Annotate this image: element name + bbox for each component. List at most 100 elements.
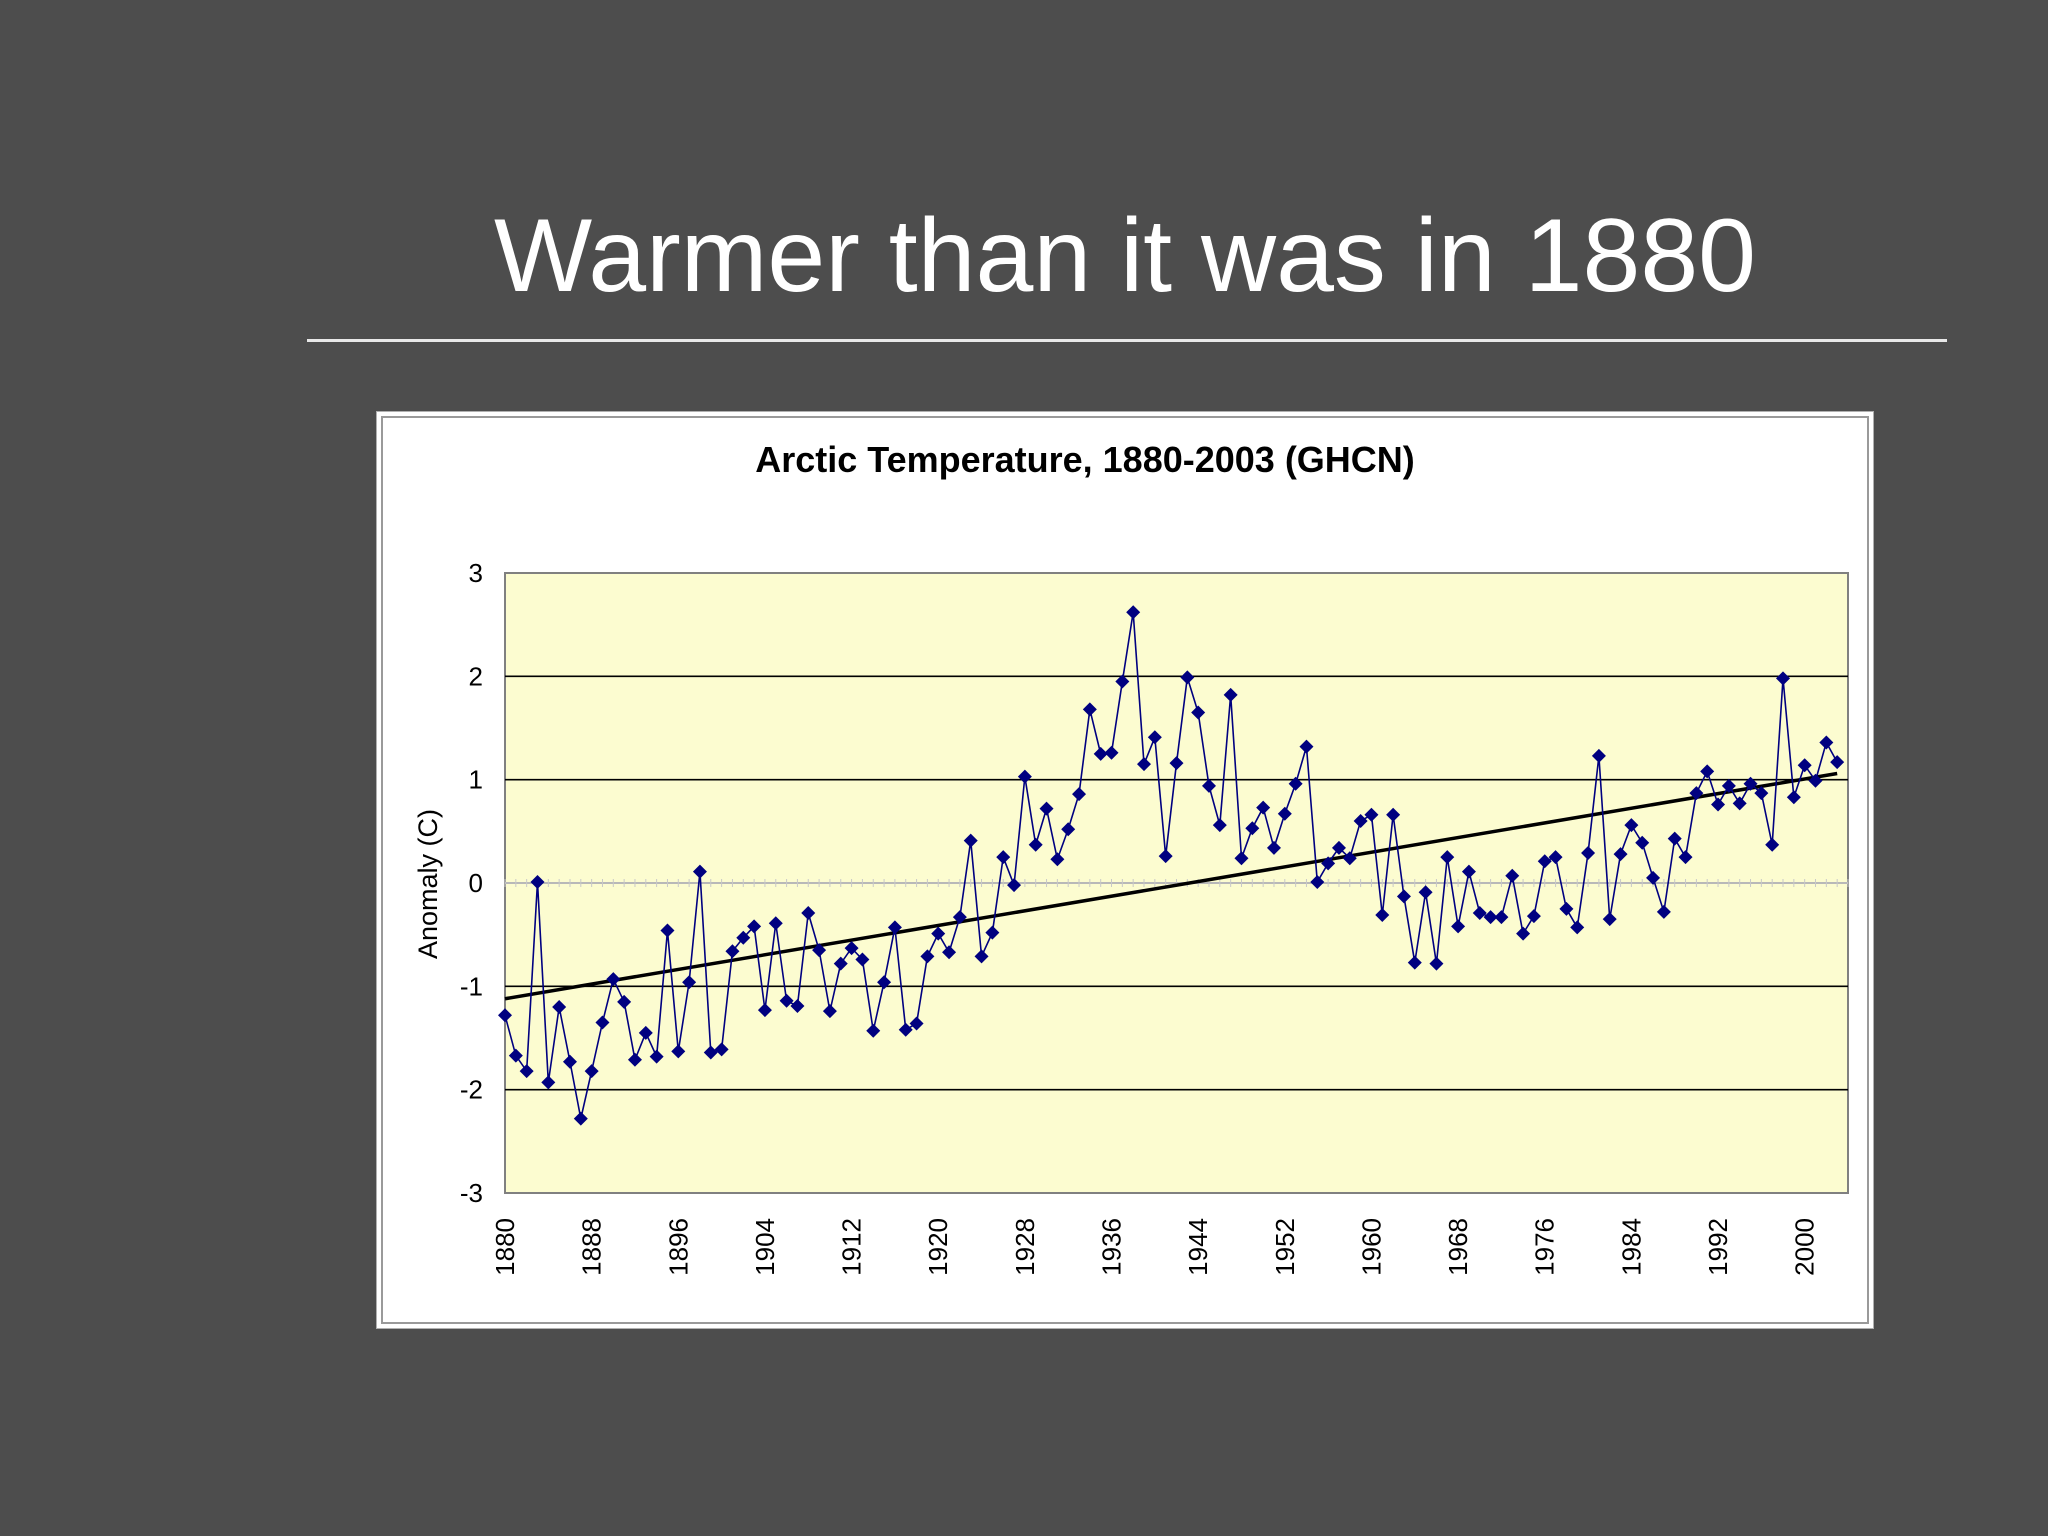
- data-point: [1082, 702, 1097, 717]
- data-point: [1537, 854, 1552, 869]
- x-tick-label: 1920: [923, 1218, 953, 1276]
- chart-title: Arctic Temperature, 1880-2003 (GHCN): [755, 439, 1415, 480]
- data-point: [1256, 800, 1271, 815]
- data-point: [1797, 758, 1812, 773]
- data-point: [1407, 955, 1422, 970]
- chart-frame: Arctic Temperature, 1880-2003 (GHCN) Ano…: [377, 412, 1873, 1328]
- data-point: [1570, 920, 1585, 935]
- data-point: [1548, 850, 1563, 865]
- data-point: [1321, 856, 1336, 871]
- data-point: [790, 998, 805, 1013]
- data-point: [1375, 908, 1390, 923]
- data-point: [660, 923, 675, 938]
- data-point: [1451, 919, 1466, 934]
- data-point: [736, 930, 751, 945]
- data-point: [508, 1048, 523, 1063]
- data-point: [1061, 822, 1076, 837]
- y-tick-label: 2: [469, 661, 483, 691]
- data-point: [1819, 735, 1834, 750]
- data-point: [963, 833, 978, 848]
- x-tick-label: 1960: [1356, 1218, 1386, 1276]
- data-point: [519, 1064, 534, 1079]
- x-tick-label: 1968: [1443, 1218, 1473, 1276]
- data-point: [747, 919, 762, 934]
- data-point: [1104, 745, 1119, 760]
- data-point: [996, 850, 1011, 865]
- data-point: [617, 994, 632, 1009]
- data-point: [1635, 835, 1650, 850]
- data-point: [584, 1064, 599, 1079]
- slide-title: Warmer than it was in 1880: [493, 198, 1756, 314]
- y-tick-label: 3: [469, 558, 483, 588]
- x-tick-label: 1952: [1270, 1218, 1300, 1276]
- data-point: [1277, 806, 1292, 821]
- data-point: [855, 952, 870, 967]
- x-tick-label: 1936: [1097, 1218, 1127, 1276]
- data-point: [1440, 850, 1455, 865]
- data-point: [1483, 910, 1498, 925]
- x-tick-label: 1976: [1530, 1218, 1560, 1276]
- data-point: [812, 943, 827, 958]
- x-tick-label: 1896: [663, 1218, 693, 1276]
- data-point: [649, 1049, 664, 1064]
- data-point: [1191, 705, 1206, 720]
- data-point: [573, 1111, 588, 1126]
- data-point: [1115, 674, 1130, 689]
- y-tick-label: -2: [460, 1075, 483, 1105]
- y-tick-label: 0: [469, 868, 483, 898]
- x-tick-label: 1912: [837, 1218, 867, 1276]
- data-point: [1331, 840, 1346, 855]
- data-point: [1169, 756, 1184, 771]
- data-point: [1093, 746, 1108, 761]
- data-point: [1711, 797, 1726, 812]
- chart-border: [381, 416, 1869, 1324]
- data-point: [822, 1004, 837, 1019]
- data-point: [1137, 757, 1152, 772]
- data-point: [1765, 837, 1780, 852]
- data-point: [1505, 868, 1520, 883]
- x-tick-label: 1944: [1183, 1218, 1213, 1276]
- series-line: [504, 612, 1838, 1119]
- data-point: [1245, 821, 1260, 836]
- data-point: [682, 975, 697, 990]
- data-point: [541, 1075, 556, 1090]
- data-point: [952, 910, 967, 925]
- x-tick-label: 2000: [1790, 1218, 1820, 1276]
- data-point: [768, 916, 783, 931]
- data-point: [1158, 849, 1173, 864]
- data-point: [1526, 909, 1541, 924]
- data-point: [725, 944, 740, 959]
- data-point: [1786, 790, 1801, 805]
- data-point: [1299, 739, 1314, 754]
- data-point: [1342, 851, 1357, 866]
- data-point: [530, 874, 545, 889]
- data-point: [562, 1054, 577, 1069]
- data-point: [974, 949, 989, 964]
- data-point: [1613, 847, 1628, 862]
- x-tick-label: 1880: [490, 1218, 520, 1276]
- data-point: [1830, 755, 1845, 770]
- data-point: [638, 1025, 653, 1040]
- data-point: [1602, 912, 1617, 927]
- data-point: [1559, 901, 1574, 916]
- data-point: [1418, 885, 1433, 900]
- data-point: [1028, 837, 1043, 852]
- data-point: [1126, 605, 1141, 620]
- data-point: [1180, 670, 1195, 685]
- data-point: [1721, 778, 1736, 793]
- data-point: [833, 956, 848, 971]
- x-tick-label: 1888: [577, 1218, 607, 1276]
- data-point: [1223, 687, 1238, 702]
- data-point: [1678, 850, 1693, 865]
- data-point: [1072, 787, 1087, 802]
- data-point: [1689, 786, 1704, 801]
- data-point: [1201, 778, 1216, 793]
- data-point: [1808, 773, 1823, 788]
- data-point: [1591, 748, 1606, 763]
- x-tick-label: 1984: [1616, 1218, 1646, 1276]
- x-tick-label: 1992: [1703, 1218, 1733, 1276]
- data-point: [1212, 818, 1227, 833]
- data-point: [942, 945, 957, 960]
- data-point: [606, 972, 621, 987]
- data-point: [552, 1000, 567, 1014]
